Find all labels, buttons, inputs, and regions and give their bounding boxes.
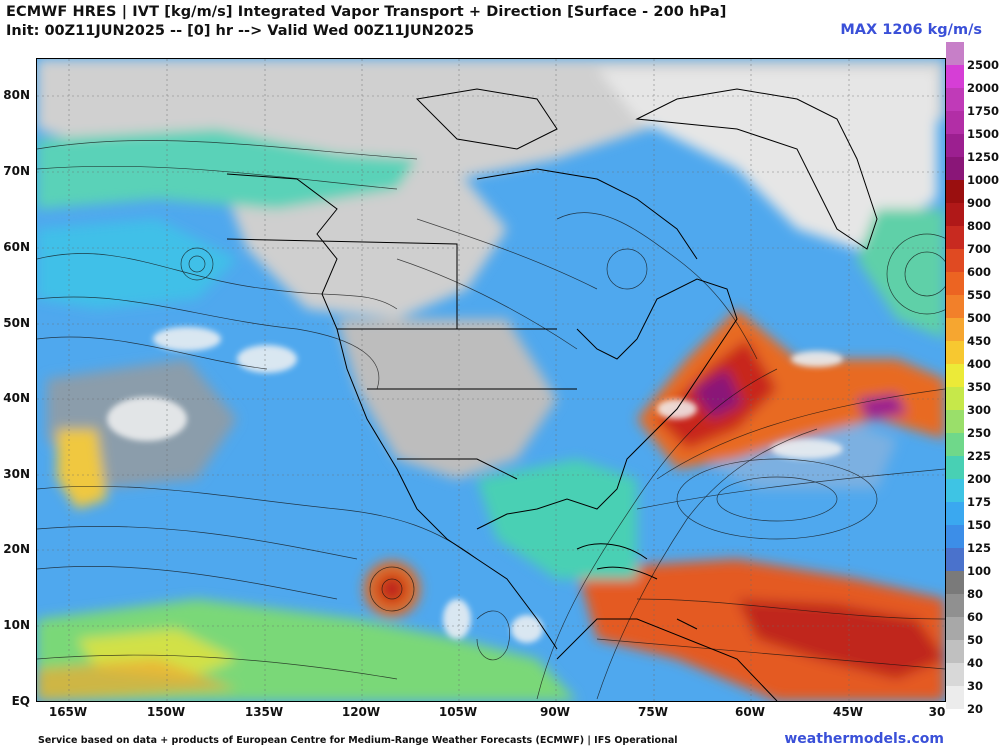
colorbar-label: 500 xyxy=(967,311,992,325)
colorbar-label: 80 xyxy=(967,587,984,601)
colorbar-label: 350 xyxy=(967,380,992,394)
colorbar-label: 2500 xyxy=(967,58,1000,72)
colorbar-swatch xyxy=(946,502,964,525)
colorbar-label: 2000 xyxy=(967,81,1000,95)
lat-label: 80N xyxy=(3,88,30,102)
lat-label: 70N xyxy=(3,164,30,178)
ivt-colorbar: 2500 2000 1750 1500 1250 1000 900 800 700 600 550 5… xyxy=(946,42,1000,716)
lat-label: 10N xyxy=(3,618,30,632)
lat-label: 40N xyxy=(3,391,30,405)
colorbar-swatch xyxy=(946,686,964,709)
colorbar-swatch xyxy=(946,65,964,88)
colorbar-swatch xyxy=(946,157,964,180)
colorbar-swatch xyxy=(946,364,964,387)
colorbar-label: 1000 xyxy=(967,173,1000,187)
colorbar-swatch xyxy=(946,456,964,479)
colorbar-swatch xyxy=(946,111,964,134)
colorbar-label: 1250 xyxy=(967,150,1000,164)
colorbar-label: 400 xyxy=(967,357,992,371)
colorbar-label: 40 xyxy=(967,656,984,670)
lat-label: 50N xyxy=(3,316,30,330)
colorbar-swatch xyxy=(946,341,964,364)
colorbar-label: 450 xyxy=(967,334,992,348)
lat-label: EQ xyxy=(11,694,30,708)
colorbar-swatch xyxy=(946,180,964,203)
colorbar-label: 600 xyxy=(967,265,992,279)
colorbar-swatch xyxy=(946,640,964,663)
colorbar-swatch xyxy=(946,594,964,617)
chart-subtitle: Init: 00Z11JUN2025 -- [0] hr --> Valid W… xyxy=(6,23,475,39)
site-link[interactable]: weathermodels.com xyxy=(784,731,944,747)
colorbar-swatch xyxy=(946,548,964,571)
colorbar-label: 50 xyxy=(967,633,984,647)
lon-label: 45W xyxy=(833,705,863,719)
lon-label: 120W xyxy=(341,705,381,719)
map-field xyxy=(37,59,945,701)
colorbar-label: 1500 xyxy=(967,127,1000,141)
colorbar-swatch xyxy=(946,203,964,226)
colorbar-label: 250 xyxy=(967,426,992,440)
colorbar-swatch xyxy=(946,88,964,111)
lon-label: 30 xyxy=(928,705,946,719)
lon-label: 105W xyxy=(438,705,478,719)
colorbar-swatch xyxy=(946,571,964,594)
colorbar-label: 1750 xyxy=(967,104,1000,118)
colorbar-label: 100 xyxy=(967,564,992,578)
max-value-label: MAX 1206 kg/m/s xyxy=(840,22,982,38)
colorbar-swatch xyxy=(946,295,964,318)
colorbar-label: 125 xyxy=(967,541,992,555)
colorbar-swatch xyxy=(946,663,964,686)
lon-label: 135W xyxy=(244,705,284,719)
colorbar-swatch xyxy=(946,410,964,433)
ivt-map xyxy=(36,58,946,702)
lon-label: 75W xyxy=(638,705,668,719)
colorbar-swatch xyxy=(946,525,964,548)
colorbar-label: 30 xyxy=(967,679,984,693)
lat-label: 60N xyxy=(3,240,30,254)
colorbar-swatch xyxy=(946,226,964,249)
colorbar-label: 300 xyxy=(967,403,992,417)
colorbar-label: 175 xyxy=(967,495,992,509)
colorbar-swatch xyxy=(946,433,964,456)
colorbar-label: 60 xyxy=(967,610,984,624)
data-credit: Service based on data + products of Euro… xyxy=(38,735,678,746)
colorbar-swatch xyxy=(946,249,964,272)
lat-label: 20N xyxy=(3,542,30,556)
colorbar-label: 900 xyxy=(967,196,992,210)
lon-label: 60W xyxy=(735,705,765,719)
chart-title: ECMWF HRES | IVT [kg/m/s] Integrated Vap… xyxy=(6,4,727,20)
colorbar-label: 200 xyxy=(967,472,992,486)
colorbar-label: 550 xyxy=(967,288,992,302)
colorbar-swatch xyxy=(946,134,964,157)
lat-label: 30N xyxy=(3,467,30,481)
colorbar-label: 800 xyxy=(967,219,992,233)
colorbar-label: 20 xyxy=(967,702,984,716)
lon-label: 150W xyxy=(146,705,186,719)
colorbar-label: 225 xyxy=(967,449,992,463)
colorbar-swatch xyxy=(946,617,964,640)
lon-label: 165W xyxy=(48,705,88,719)
colorbar-label: 150 xyxy=(967,518,992,532)
lon-label: 90W xyxy=(540,705,570,719)
colorbar-swatch xyxy=(946,272,964,295)
colorbar-swatch xyxy=(946,387,964,410)
colorbar-swatch xyxy=(946,42,964,65)
colorbar-label: 700 xyxy=(967,242,992,256)
colorbar-swatch xyxy=(946,318,964,341)
colorbar-swatch xyxy=(946,479,964,502)
